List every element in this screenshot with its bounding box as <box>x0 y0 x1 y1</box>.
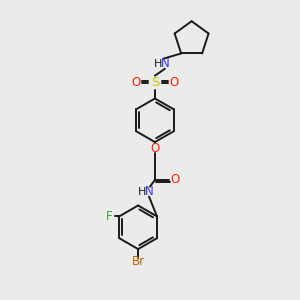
Text: N: N <box>160 57 169 70</box>
Text: Br: Br <box>131 256 145 268</box>
Text: H: H <box>138 187 146 196</box>
Text: H: H <box>154 59 162 69</box>
Text: O: O <box>150 142 160 154</box>
Text: S: S <box>151 76 159 89</box>
Text: F: F <box>106 210 112 223</box>
Text: O: O <box>170 173 179 186</box>
Text: N: N <box>145 185 153 198</box>
Text: O: O <box>169 76 178 89</box>
Text: O: O <box>131 76 141 89</box>
